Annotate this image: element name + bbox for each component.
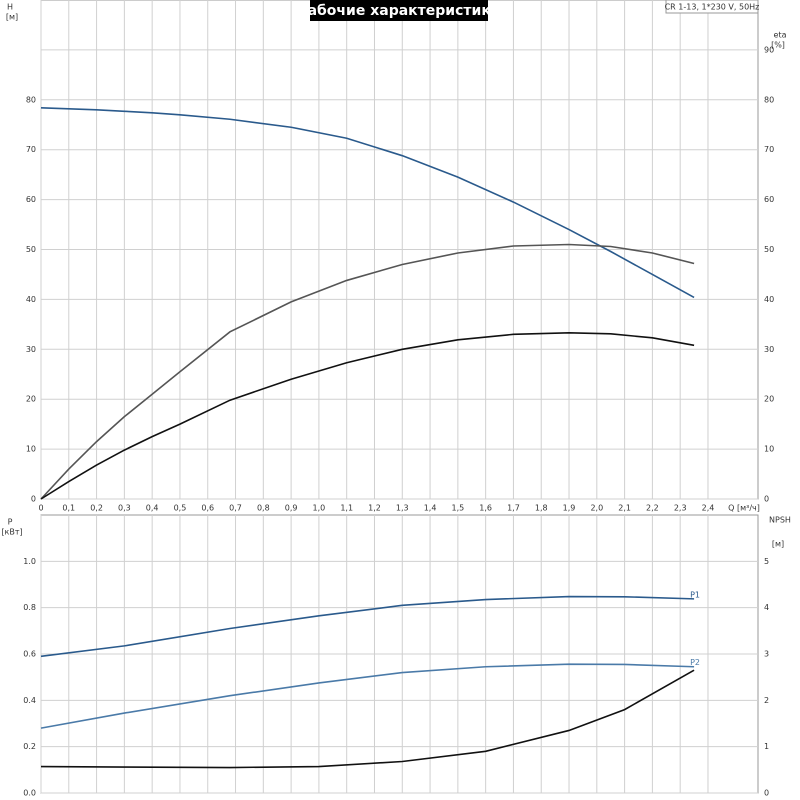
y-tick-label: 0.4 bbox=[23, 696, 36, 705]
y2-axis-unit: [м] bbox=[772, 540, 784, 549]
x-tick-label: 1,0 bbox=[313, 504, 326, 513]
series-label: P1 bbox=[690, 590, 700, 599]
series-line bbox=[40, 663, 695, 729]
y-tick-label: 0 bbox=[31, 495, 36, 504]
series-line bbox=[40, 595, 695, 658]
y2-axis-unit: [%] bbox=[771, 41, 785, 50]
y2-tick-label: 20 bbox=[764, 395, 774, 404]
y-tick-label: 40 bbox=[26, 295, 36, 304]
x-tick-label: 0,8 bbox=[257, 504, 270, 513]
y-tick-label: 10 bbox=[26, 445, 36, 454]
x-tick-label: 0,1 bbox=[62, 504, 75, 513]
x-tick-label: 0,4 bbox=[146, 504, 159, 513]
y2-tick-label: 3 bbox=[764, 650, 769, 659]
title-box bbox=[310, 0, 488, 21]
y-tick-label: 70 bbox=[26, 145, 36, 154]
x-tick-label: 1,5 bbox=[451, 504, 464, 513]
y-tick-label: 0.6 bbox=[23, 650, 36, 659]
y-axis-unit: [м] bbox=[6, 13, 18, 22]
y2-tick-label: 90 bbox=[764, 45, 774, 54]
series-label: P2 bbox=[690, 658, 700, 667]
x-tick-label: 0,9 bbox=[285, 504, 298, 513]
x-tick-label: 0,3 bbox=[118, 504, 131, 513]
y2-axis-label: eta bbox=[774, 31, 787, 40]
y-axis-label: P bbox=[8, 518, 13, 527]
y2-tick-label: 0 bbox=[764, 789, 769, 798]
y-tick-label: 60 bbox=[26, 195, 36, 204]
series-line bbox=[40, 332, 695, 500]
y2-tick-label: 0 bbox=[764, 495, 769, 504]
y2-tick-label: 1 bbox=[764, 742, 769, 751]
series-line bbox=[40, 243, 695, 500]
y-tick-label: 0.0 bbox=[23, 789, 36, 798]
x-tick-label: 2,3 bbox=[674, 504, 687, 513]
x-tick-label: 1,9 bbox=[563, 504, 576, 513]
y-axis-label: H bbox=[7, 3, 13, 12]
series-line bbox=[40, 106, 695, 299]
x-tick-label: 1,7 bbox=[507, 504, 520, 513]
y2-tick-label: 60 bbox=[764, 195, 774, 204]
y-tick-label: 0.2 bbox=[23, 742, 36, 751]
y-tick-label: 80 bbox=[26, 95, 36, 104]
y2-tick-label: 4 bbox=[764, 603, 769, 612]
x-tick-label: 2,1 bbox=[618, 504, 631, 513]
y-tick-label: 30 bbox=[26, 345, 36, 354]
y-tick-label: 1.0 bbox=[23, 557, 36, 566]
y-axis-unit: [кВт] bbox=[1, 528, 22, 537]
y2-tick-label: 70 bbox=[764, 145, 774, 154]
chart-subtitle: CR 1-13, 1*230 V, 50Hz bbox=[665, 3, 760, 12]
y2-axis-label: NPSH bbox=[769, 516, 791, 525]
y2-tick-label: 5 bbox=[764, 557, 769, 566]
y-tick-label: 20 bbox=[26, 395, 36, 404]
x-tick-label: 0 bbox=[38, 504, 43, 513]
x-tick-label: 1,6 bbox=[479, 504, 492, 513]
x-tick-label: 0,6 bbox=[201, 504, 214, 513]
y2-tick-label: 2 bbox=[764, 696, 769, 705]
y2-tick-label: 50 bbox=[764, 245, 774, 254]
chart-title: Рабочие характеристики bbox=[297, 3, 500, 19]
x-axis-label: Q [м³/ч] bbox=[728, 504, 760, 513]
x-tick-label: 1,1 bbox=[340, 504, 353, 513]
y2-tick-label: 30 bbox=[764, 345, 774, 354]
y2-tick-label: 80 bbox=[764, 95, 774, 104]
x-tick-label: 0,5 bbox=[174, 504, 187, 513]
x-tick-label: 2,0 bbox=[590, 504, 603, 513]
x-tick-label: 1,4 bbox=[424, 504, 437, 513]
x-tick-label: 0,7 bbox=[229, 504, 242, 513]
y-tick-label: 0.8 bbox=[23, 603, 36, 612]
series-line bbox=[40, 669, 695, 769]
x-tick-label: 1,8 bbox=[535, 504, 548, 513]
y-tick-label: 50 bbox=[26, 245, 36, 254]
x-tick-label: 1,2 bbox=[368, 504, 381, 513]
x-tick-label: 2,4 bbox=[702, 504, 715, 513]
x-tick-label: 2,2 bbox=[646, 504, 659, 513]
y2-tick-label: 10 bbox=[764, 445, 774, 454]
y2-tick-label: 40 bbox=[764, 295, 774, 304]
x-tick-label: 0,2 bbox=[90, 504, 103, 513]
x-tick-label: 1,3 bbox=[396, 504, 409, 513]
subtitle-box bbox=[665, 0, 759, 14]
